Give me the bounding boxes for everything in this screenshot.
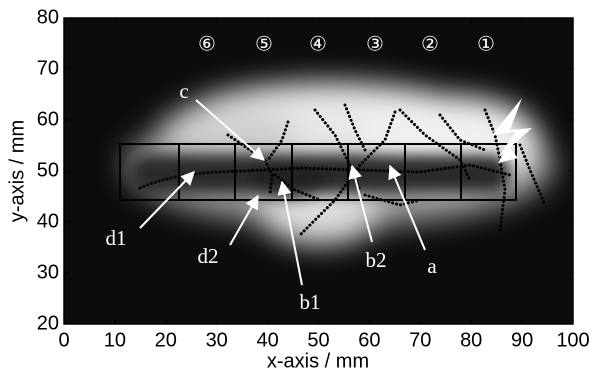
annotation: d1 [106, 226, 127, 250]
x-tick-label: 20 [155, 329, 177, 351]
x-tick-label: 80 [460, 329, 482, 351]
x-tick-label: 70 [409, 329, 431, 351]
annotation: a [427, 254, 437, 278]
x-axis-label: x-axis / mm [267, 350, 369, 372]
x-tick-label: 0 [58, 329, 69, 351]
y-tick-label: 20 [37, 312, 59, 334]
annotation: c [179, 79, 188, 103]
region-label: ① [477, 33, 495, 55]
y-tick-label: 80 [37, 6, 59, 28]
chart: x-axis / mm y-axis / mm 0 10 20 30 40 50 60 70 8… [0, 0, 593, 373]
region-label: ③ [366, 33, 384, 55]
x-tick-label: 90 [511, 329, 533, 351]
x-tick-label: 60 [358, 329, 380, 351]
y-tick-label: 30 [37, 261, 59, 283]
y-tick-label: 70 [37, 57, 59, 79]
x-tick-label: 100 [556, 329, 589, 351]
annotation: d2 [198, 244, 219, 268]
y-axis-label: y-axis / mm [6, 120, 28, 222]
x-tick-label: 10 [104, 329, 126, 351]
annotation: b1 [300, 290, 321, 314]
x-tick-label: 50 [307, 329, 329, 351]
y-tick-label: 50 [37, 159, 59, 181]
region-label: ⑥ [198, 33, 216, 55]
y-tick-label: 40 [37, 210, 59, 232]
region-label: ⑤ [255, 33, 273, 55]
image [64, 18, 573, 324]
x-tick-label: 30 [206, 329, 228, 351]
region-label: ② [421, 33, 439, 55]
y-tick-label: 60 [37, 108, 59, 130]
x-tick-label: 40 [256, 329, 278, 351]
annotation: b2 [366, 248, 387, 272]
region-label: ④ [309, 33, 327, 55]
